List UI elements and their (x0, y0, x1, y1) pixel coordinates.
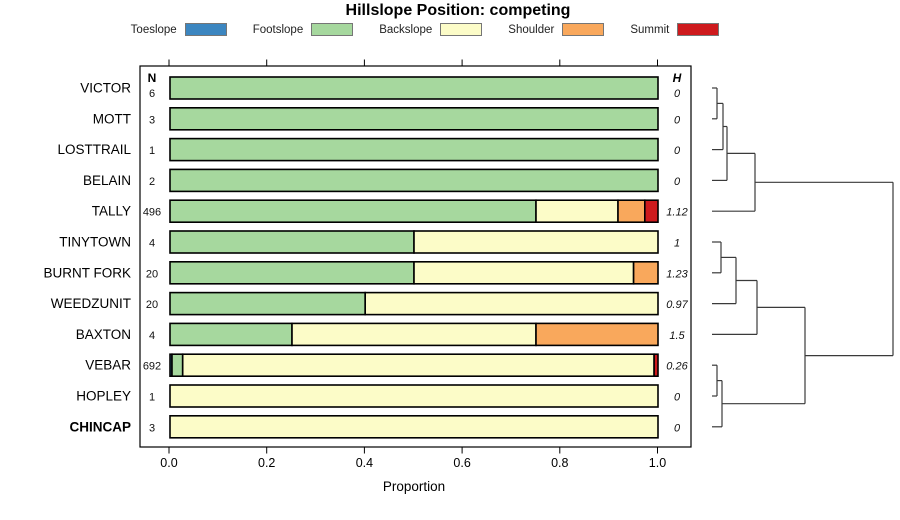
bar-segment-summit (643, 199, 659, 223)
row-n-value: 3 (149, 422, 155, 434)
plot-frame (139, 65, 692, 448)
row-label: CHINCAP (69, 419, 131, 434)
legend: Toeslope Footslope Backslope Shoulder Summit (30, 23, 820, 36)
bar-segment-footslope (169, 291, 366, 316)
bar-segment-backslope (169, 414, 659, 439)
x-axis-title: Proportion (383, 479, 445, 494)
x-tick-label: 0.4 (356, 456, 373, 470)
row-label: VICTOR (80, 81, 131, 96)
row-n-value: 20 (146, 299, 158, 311)
legend-item-backslope: Backslope (379, 23, 483, 36)
row-n-value: 4 (149, 330, 155, 342)
bar-segment-footslope (169, 260, 415, 285)
row-h-value: 0 (674, 145, 681, 157)
row-n-value: 3 (149, 114, 155, 126)
backslope-swatch (440, 23, 483, 36)
legend-label: Toeslope (130, 23, 177, 36)
bar-segment-summit (653, 353, 659, 378)
x-tick-label: 0.2 (258, 456, 275, 470)
n-column-header: N (148, 71, 157, 85)
summit-swatch (677, 23, 720, 36)
bar-segment-shoulder (632, 260, 659, 285)
row-h-value: 1 (674, 238, 680, 250)
bar-segment-backslope (364, 291, 659, 316)
row-label: TALLY (92, 204, 131, 219)
shoulder-swatch (562, 23, 605, 36)
row-h-value: 1.12 (666, 207, 687, 219)
x-tick-label: 0.8 (551, 456, 568, 470)
x-tick-label: 0.0 (160, 456, 177, 470)
bar-segment-footslope (169, 199, 537, 223)
row-n-value: 2 (149, 176, 155, 188)
legend-label: Summit (630, 23, 670, 36)
bar-segment-backslope (413, 260, 635, 285)
legend-label: Backslope (379, 23, 433, 36)
legend-item-shoulder: Shoulder (508, 23, 605, 36)
row-label: MOTT (93, 111, 131, 126)
bar-segment-footslope (171, 353, 184, 378)
row-h-value: 0 (674, 422, 681, 434)
row-label: BURNT FORK (43, 265, 131, 280)
legend-item-footslope: Footslope (253, 23, 354, 36)
row-n-value: 496 (143, 207, 161, 219)
chart-title: Hillslope Position: competing (345, 2, 571, 19)
bar-segment-backslope (169, 384, 659, 408)
bars-group (169, 76, 659, 439)
bar-segment-backslope (413, 230, 659, 254)
row-label: HOPLEY (76, 389, 131, 404)
row-h-value: 1.5 (669, 330, 685, 342)
legend-item-toeslope: Toeslope (131, 23, 227, 36)
bar-segment-footslope (169, 168, 659, 193)
row-label: TINYTOWN (59, 235, 131, 250)
row-n-value: 1 (149, 145, 155, 157)
row-n-value: 6 (149, 88, 155, 100)
bar-segment-shoulder (535, 322, 659, 347)
x-tick-label: 1.0 (649, 456, 666, 470)
axes: 0.0 0.2 0.4 0.6 0.8 1.0 Proportion (139, 59, 692, 494)
row-h-value: 0 (674, 392, 681, 404)
bar-segment-footslope (169, 76, 659, 100)
bar-segment-footslope (169, 107, 659, 131)
row-h-value: 0.26 (666, 361, 688, 373)
row-label: BELAIN (83, 173, 131, 188)
row-n-value: 1 (149, 392, 155, 404)
bar-segment-footslope (169, 322, 293, 347)
x-tick-label: 0.6 (453, 456, 470, 470)
dendrogram (712, 87, 894, 428)
legend-item-summit: Summit (630, 23, 720, 36)
h-column-header: H (673, 71, 682, 85)
row-label: LOSTTRAIL (57, 142, 131, 157)
row-label: BAXTON (76, 327, 131, 342)
bar-segment-backslope (535, 199, 619, 223)
footslope-swatch (311, 23, 354, 36)
legend-label: Shoulder (508, 23, 555, 36)
toeslope-swatch (184, 23, 227, 36)
row-h-value: 0 (674, 176, 681, 188)
bar-segment-footslope (169, 137, 659, 162)
row-label: VEBAR (85, 358, 131, 373)
legend-label: Footslope (252, 23, 304, 36)
row-n-value: 20 (146, 268, 158, 280)
row-h-value: 0 (674, 88, 681, 100)
row-n-value: 4 (149, 238, 155, 250)
bar-segment-shoulder (617, 199, 646, 223)
row-h-value: 0.97 (666, 299, 688, 311)
bar-segment-footslope (169, 230, 415, 254)
row-h-value: 0 (674, 114, 681, 126)
row-label: WEEDZUNIT (51, 296, 131, 311)
row-n-value: 692 (143, 361, 161, 373)
bar-segment-backslope (291, 322, 537, 347)
bar-segment-backslope (181, 353, 655, 378)
row-h-value: 1.23 (666, 268, 688, 280)
